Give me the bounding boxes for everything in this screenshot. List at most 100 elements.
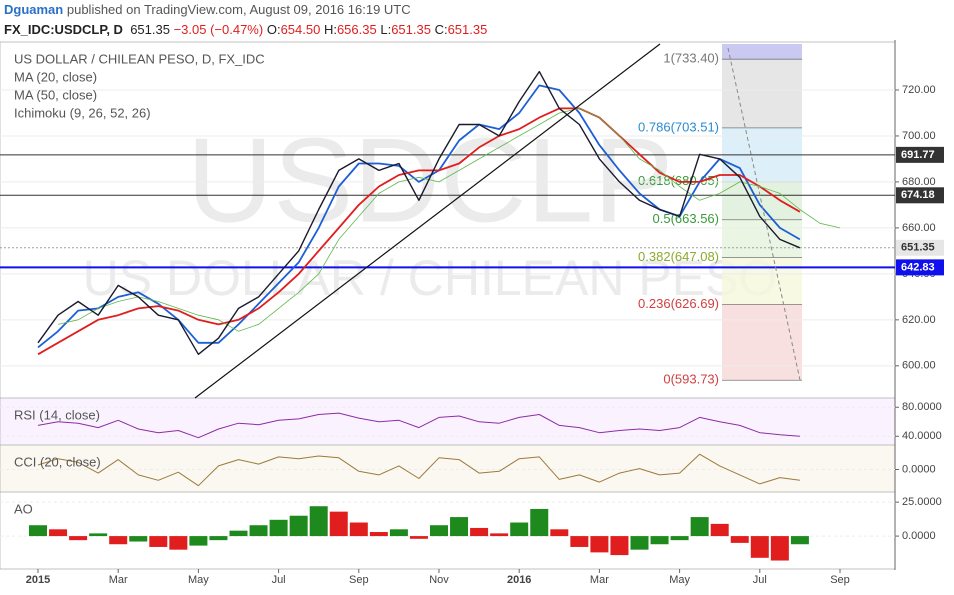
bar [570,536,589,547]
legend-entry: Ichimoku (9, 26, 52, 26) [14,105,151,120]
change: −3.05 (−0.47%) [173,22,264,37]
ohlc-value: 651.35 [447,22,488,37]
pane-title: CCI (20, close) [14,454,101,469]
bar [550,529,569,537]
bar [450,517,469,537]
legend-entry: MA (50, close) [14,87,97,102]
ohlc-value: 654.50 [280,22,321,37]
bar [470,527,489,537]
x-tick-label: Sep [349,574,369,586]
bar [189,536,208,546]
bar [530,508,549,537]
pane-title: AO [14,501,33,516]
price-label-box [896,187,944,204]
symbol-line: FX_IDC:USDCLP, D 651.35 −3.05 (−0.47%) O… [4,20,487,40]
bar [389,529,408,537]
x-tick-label: 2015 [26,574,50,586]
price-label: 691.77 [901,149,935,161]
bar [329,511,348,537]
x-tick-label: 2016 [507,574,531,586]
fib-zone [722,219,802,258]
price-label-box [896,239,944,256]
price-line [37,453,800,487]
bar [49,529,68,537]
x-tick-label: May [188,574,209,586]
x-tick-label: Sep [830,574,850,586]
user[interactable]: Dguaman [4,2,64,17]
price-label-box [896,146,944,163]
fib-zone [722,304,802,381]
y-tick-label: 25.0000 [902,496,942,508]
bar [229,530,248,537]
bar [770,536,789,561]
y-tick-label: 40.0000 [902,430,942,442]
bar [670,536,689,541]
x-tick-label: Nov [429,574,449,586]
fib-label: 0.382(647.08) [638,249,719,264]
y-tick-label: 720.00 [902,84,936,96]
y-tick-label: 680.00 [902,176,936,188]
legend-entry: MA (20, close) [14,69,97,84]
bar [309,506,328,537]
bar [750,536,769,558]
x-tick-label: Jul [272,574,286,586]
pane-title: US DOLLAR / CHILEAN PESO, D, FX_IDC [14,51,265,66]
ohlc-value: 651.35 [391,22,431,37]
bar [650,536,669,545]
pane [0,397,896,447]
bar [129,536,148,542]
price: 651.35 [130,22,170,37]
y-tick-label: 0.0000 [902,530,936,542]
y-tick-label: 700.00 [902,130,936,142]
ohlc-label: C: [434,22,448,37]
bar [409,536,428,539]
published: published on TradingView.com, August 09,… [66,2,411,17]
bar [490,533,509,537]
series-line [37,107,801,356]
bar [630,536,649,550]
bar [710,523,729,537]
ohlc-value: 656.35 [336,22,377,37]
fib-label: 0(593.73) [663,372,719,387]
bar [349,522,368,537]
price-label: 642.83 [901,261,935,273]
bar [169,536,188,550]
fib-zone [722,44,802,60]
watermark-sub: US DOLLAR / CHILEAN PESO [83,250,778,306]
bar [69,536,88,541]
y-tick-label: 0.0000 [902,463,936,475]
ohlc-label: O: [266,22,281,37]
pane-title: RSI (14, close) [14,407,100,422]
header-line: Dguaman published on TradingView.com, Au… [4,0,487,20]
y-tick-label: 80.0000 [902,401,942,413]
y-tick-label: 620.00 [902,314,936,326]
x-tick-label: Mar [109,574,128,586]
x-tick-label: May [669,574,690,586]
bar [369,532,388,537]
y-tick-label: 600.00 [902,360,936,372]
bar [89,533,108,537]
fib-label: 0.236(626.69) [638,296,719,311]
bar [149,536,168,547]
price-line [37,70,801,355]
ohlc-label: H: [323,22,337,37]
fib-trend-line [727,47,801,381]
symbol: FX_IDC:USDCLP, D [4,22,123,37]
bar [690,517,709,537]
bar [590,536,609,553]
bar [249,525,268,537]
bar [430,525,448,537]
x-tick-label: Mar [590,574,609,586]
y-tick-label: 660.00 [902,222,936,234]
bar [610,536,629,556]
bar [289,515,308,537]
trend-line [194,43,661,399]
fib-label: 1(733.40) [663,51,719,66]
price-label: 674.18 [901,189,935,201]
price-label-box [896,259,944,276]
fib-zone [722,257,802,305]
price-line [37,412,800,439]
price-label: 651.35 [901,242,935,254]
ohlc-label: L: [380,22,392,37]
